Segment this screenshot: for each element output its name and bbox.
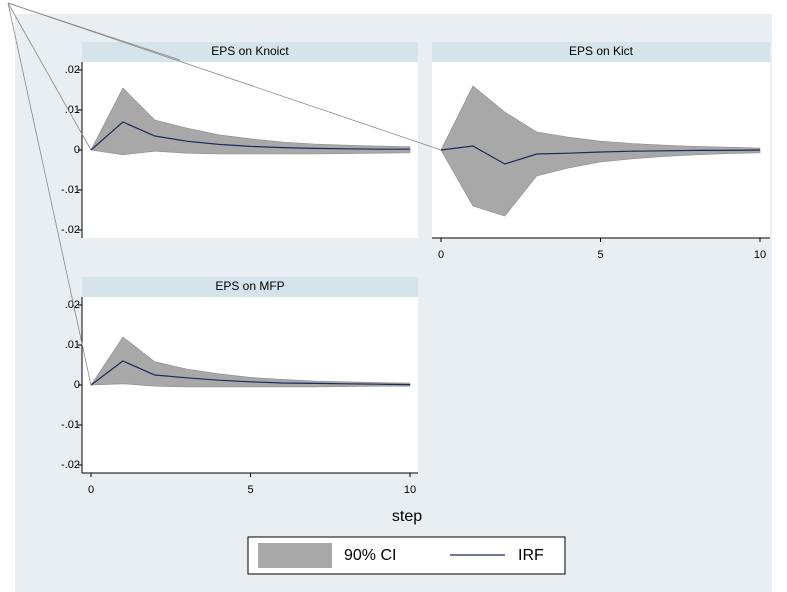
panels: EPS on Knoict .02 .01 0 -.01 -.02 EPS on Kict 0… bbox=[61, 42, 770, 525]
x-tick-label: 5 bbox=[597, 249, 603, 261]
panel-title: EPS on MFP bbox=[215, 279, 284, 293]
y-tick-label: -.02 bbox=[61, 459, 80, 471]
y-tick-label: .01 bbox=[65, 339, 80, 351]
y-tick-label: .02 bbox=[65, 299, 80, 311]
y-tick-label: -.01 bbox=[61, 419, 80, 431]
x-tick-label: 5 bbox=[247, 484, 253, 496]
legend-label: IRF bbox=[518, 547, 544, 564]
stray-line bbox=[7, 2, 92, 151]
stray-line bbox=[7, 2, 92, 386]
y-tick-label: -.02 bbox=[61, 224, 80, 236]
x-axis-label: step bbox=[392, 508, 422, 525]
irf-line bbox=[90, 360, 411, 386]
x-tick-label: 0 bbox=[438, 249, 444, 261]
panel-title: EPS on Knoict bbox=[211, 44, 289, 58]
legend-swatch bbox=[258, 543, 332, 568]
y-tick-label: .01 bbox=[65, 104, 80, 116]
stray-lines bbox=[7, 2, 442, 386]
y-tick-label: 0 bbox=[74, 144, 80, 156]
legend-label: 90% CI bbox=[344, 547, 396, 564]
legend: 90% CI IRF bbox=[247, 536, 566, 575]
stray-line bbox=[7, 2, 181, 61]
y-tick-label: -.01 bbox=[61, 184, 80, 196]
x-tick-label: 10 bbox=[754, 249, 766, 261]
stray-line bbox=[7, 2, 442, 151]
x-tick-label: 10 bbox=[404, 484, 416, 496]
y-tick-label: 0 bbox=[74, 379, 80, 391]
panel-header bbox=[82, 277, 418, 297]
x-tick-label: 0 bbox=[88, 484, 94, 496]
y-tick-label: .02 bbox=[65, 64, 80, 76]
irf-line bbox=[440, 145, 761, 165]
panel-header bbox=[432, 42, 770, 62]
irf-line bbox=[90, 121, 410, 151]
panel-title: EPS on Kict bbox=[569, 44, 634, 58]
